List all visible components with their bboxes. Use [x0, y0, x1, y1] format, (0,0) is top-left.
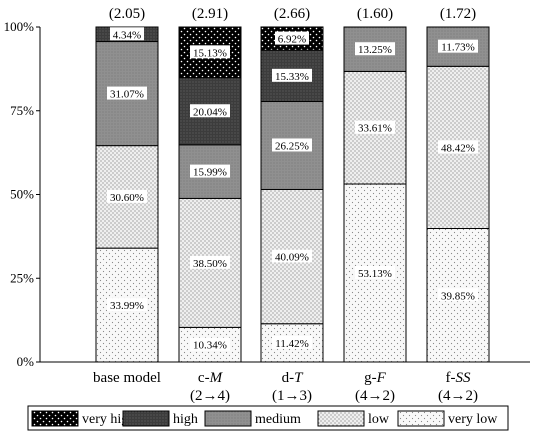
data-label: 10.34% — [193, 340, 227, 352]
data-label-bg — [272, 68, 312, 82]
y-tick-label: 0% — [17, 354, 35, 369]
legend-swatch-high — [122, 410, 170, 427]
data-label: 40.09% — [275, 252, 309, 264]
data-label: 15.13% — [193, 47, 227, 59]
data-label: 53.13% — [358, 268, 392, 280]
data-label: 11.73% — [441, 42, 475, 54]
data-label: 33.61% — [358, 123, 392, 135]
x-category-label: c-M — [198, 370, 224, 386]
data-label-bg — [190, 45, 230, 59]
data-label: 33.99% — [110, 300, 144, 312]
x-category-label: f-SS — [446, 370, 472, 386]
x-category-label: g-F — [364, 370, 387, 386]
data-label-bg — [275, 31, 309, 45]
bar-score-label: (2.66) — [274, 6, 310, 22]
x-category-label: d-T — [282, 370, 305, 386]
x-category-sublabel: (4→2) — [438, 388, 478, 404]
data-label-bg — [355, 120, 395, 134]
data-label-bg — [190, 255, 230, 269]
data-label: 38.50% — [193, 258, 227, 270]
data-label-bg — [107, 86, 147, 100]
data-label-bg — [107, 189, 147, 203]
x-category-sublabel: (2→4) — [190, 388, 230, 404]
legend-swatch-very-high — [31, 410, 79, 427]
labels: 33.99% 30.60% 31.07% 4.34% (2.05) base model 1… — [93, 6, 478, 404]
x-category-label: base model — [93, 370, 161, 386]
bar-score-label: (2.05) — [109, 6, 145, 22]
legend-label: medium — [255, 412, 301, 427]
legend: very high high medium low very low — [27, 405, 509, 431]
data-label-bg — [272, 138, 312, 152]
x-category-sublabel: (4→2) — [355, 388, 395, 404]
bar-outline — [343, 26, 407, 363]
data-label: 15.99% — [193, 167, 227, 179]
data-label-bg — [355, 42, 395, 56]
y-tick-label: 25% — [10, 270, 34, 285]
legend-label: high — [173, 412, 198, 427]
y-tick-label: 50% — [10, 187, 34, 202]
bar-outline — [95, 26, 159, 363]
data-label-bg — [190, 104, 230, 118]
data-label-bg — [438, 288, 478, 302]
legend-swatch-low — [317, 410, 365, 427]
legend-label: low — [368, 412, 390, 427]
data-label: 48.42% — [441, 142, 475, 154]
bar-outline — [426, 26, 490, 363]
bar-outline — [260, 26, 324, 363]
bar-outline — [178, 26, 242, 363]
data-label: 13.25% — [358, 44, 392, 56]
data-label-bg — [190, 164, 230, 178]
data-label-bg — [355, 266, 395, 280]
legend-swatch-very-low — [397, 410, 445, 427]
bar-score-label: (2.91) — [192, 6, 228, 22]
data-label-bg — [438, 39, 478, 53]
data-label-bg — [272, 335, 312, 349]
bar-score-label: (1.72) — [440, 6, 476, 22]
data-label-bg — [107, 298, 147, 312]
legend-label: very low — [448, 412, 498, 427]
legend-label: very high — [82, 412, 135, 427]
bar-score-label: (1.60) — [357, 6, 393, 22]
y-tick-label: 75% — [10, 103, 34, 118]
data-label: 20.04% — [193, 106, 227, 118]
data-label: 39.85% — [441, 290, 475, 302]
data-label: 6.92% — [278, 34, 306, 46]
data-label: 31.07% — [110, 89, 144, 101]
data-label: 11.42% — [275, 338, 309, 350]
y-tick-label: 100% — [4, 19, 35, 34]
data-label: 4.34% — [113, 29, 141, 41]
data-label-bg — [110, 27, 144, 41]
data-label-bg — [438, 140, 478, 154]
legend-swatch-medium — [204, 410, 252, 427]
x-category-sublabel: (1→3) — [272, 388, 312, 404]
data-label: 15.33% — [275, 71, 309, 83]
data-label-bg — [190, 337, 230, 351]
data-label: 26.25% — [275, 140, 309, 152]
data-label-bg — [272, 249, 312, 263]
data-label: 30.60% — [110, 192, 144, 204]
